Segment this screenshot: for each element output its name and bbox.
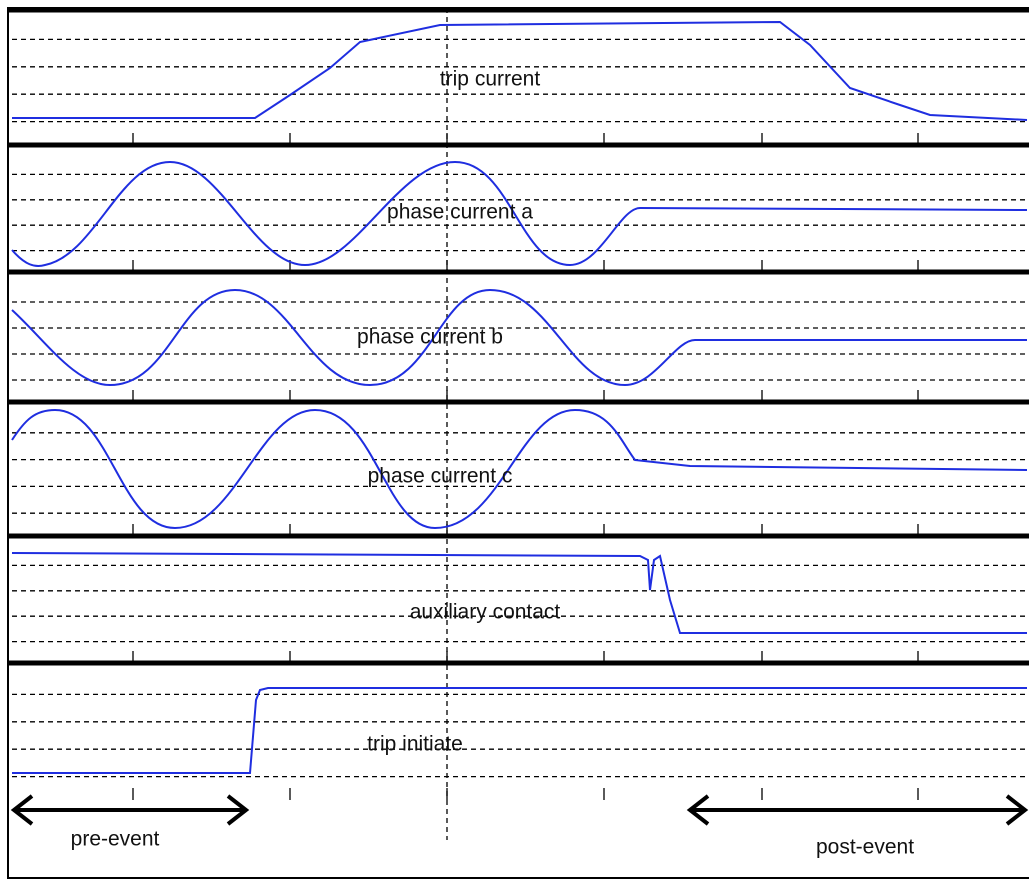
auxiliary-contact-wave <box>11 552 1027 634</box>
panel-label: auxiliary contact <box>410 601 561 624</box>
phase-b-wave <box>11 288 1027 387</box>
pre-event-label: pre-event <box>71 828 160 851</box>
phase-c-wave <box>11 408 1028 530</box>
grid <box>8 7 1029 800</box>
trip-current-wave <box>12 20 1028 121</box>
phase-a-wave <box>11 160 1028 268</box>
trip-initiate-wave <box>12 687 1027 774</box>
post-event-label: post-event <box>816 836 914 859</box>
frame <box>7 7 1029 879</box>
panel-label: phase current b <box>357 326 503 349</box>
panel-label: phase current a <box>387 201 533 224</box>
panel-label: phase current c <box>368 465 513 488</box>
panel-label: trip current <box>440 68 541 91</box>
post-event-arrow <box>686 794 1029 826</box>
pre-event-arrow <box>10 794 250 826</box>
panel-label: trip initiate <box>367 733 463 756</box>
